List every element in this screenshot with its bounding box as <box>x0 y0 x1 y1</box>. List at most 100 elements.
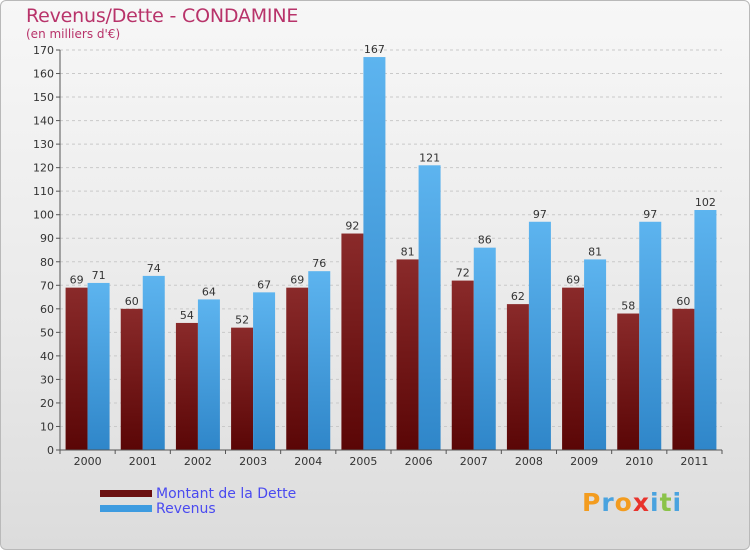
bar-revenus <box>197 299 220 450</box>
legend-label-dette: Montant de la Dette <box>156 485 297 502</box>
y-tick-label: 10 <box>40 420 54 433</box>
y-tick-label: 120 <box>33 162 54 175</box>
bar-revenus <box>363 57 386 450</box>
x-tick-label: 2005 <box>349 455 377 468</box>
bar-revenus <box>528 221 551 450</box>
data-label-revenus: 86 <box>478 234 492 247</box>
legend-item-dette: Montant de la Dette <box>100 485 297 502</box>
data-label-dette: 52 <box>235 314 249 327</box>
logo-letter: x <box>632 488 650 517</box>
bar-dette <box>562 287 585 450</box>
y-tick-label: 100 <box>33 209 54 222</box>
bar-dette <box>672 308 695 450</box>
x-tick-label: 2001 <box>129 455 157 468</box>
data-label-revenus: 67 <box>257 278 271 291</box>
bar-revenus <box>87 282 110 450</box>
data-label-dette: 69 <box>566 274 580 287</box>
x-tick-label: 2006 <box>405 455 433 468</box>
bar-revenus <box>473 247 496 450</box>
data-label-dette: 58 <box>621 300 635 313</box>
y-tick-label: 40 <box>40 350 54 363</box>
bar-dette <box>231 327 254 450</box>
bar-revenus <box>639 221 662 450</box>
bar-revenus <box>694 210 717 450</box>
bar-dette <box>506 304 529 450</box>
logo-letter: o <box>614 488 633 517</box>
bar-dette <box>451 280 474 450</box>
logo-letter: r <box>601 488 615 517</box>
x-tick-label: 2011 <box>680 455 708 468</box>
y-tick-label: 170 <box>33 44 54 57</box>
data-label-revenus: 71 <box>92 269 106 282</box>
x-tick-label: 2008 <box>515 455 543 468</box>
bar-revenus <box>308 271 331 450</box>
y-tick-label: 30 <box>40 373 54 386</box>
y-tick-label: 150 <box>33 91 54 104</box>
y-tick-label: 60 <box>40 303 54 316</box>
x-tick-label: 2004 <box>294 455 322 468</box>
data-label-dette: 72 <box>456 267 470 280</box>
data-label-revenus: 97 <box>643 208 657 221</box>
proxiti-logo: Proxiti <box>582 488 682 517</box>
data-label-revenus: 81 <box>588 245 602 258</box>
data-label-revenus: 97 <box>533 208 547 221</box>
axis-layer: 0 10 20 30 40 50 60 70 80 90 100 110 120 130 140 150 160… <box>33 44 723 468</box>
data-label-revenus: 76 <box>312 257 326 270</box>
data-label-revenus: 167 <box>364 43 385 56</box>
logo-letter: t <box>659 488 673 517</box>
legend: Montant de la Dette Revenus <box>100 485 297 517</box>
bar-dette <box>175 322 198 450</box>
x-tick-label: 2002 <box>184 455 212 468</box>
bar-dette <box>286 287 309 450</box>
legend-label-revenus: Revenus <box>156 500 216 517</box>
data-label-dette: 81 <box>401 245 415 258</box>
bar-revenus <box>142 275 165 450</box>
chart-title: Revenus/Dette - CONDAMINE <box>26 5 299 27</box>
data-label-dette: 60 <box>125 295 139 308</box>
bar-dette <box>120 308 143 450</box>
logo-letter: i <box>672 488 683 517</box>
data-label-dette: 69 <box>70 274 84 287</box>
chart-subtitle: (en milliers d'€) <box>26 27 121 41</box>
legend-item-revenus: Revenus <box>100 500 296 517</box>
bar-dette <box>65 287 88 450</box>
bar-layer <box>65 57 717 450</box>
data-label-dette: 69 <box>290 274 304 287</box>
bar-revenus <box>418 165 441 450</box>
y-tick-label: 140 <box>33 115 54 128</box>
y-tick-label: 20 <box>40 397 54 410</box>
bar-dette <box>617 313 640 450</box>
y-tick-label: 80 <box>40 256 54 269</box>
data-label-dette: 60 <box>676 295 690 308</box>
data-label-dette: 54 <box>180 309 194 322</box>
y-tick-label: 70 <box>40 279 54 292</box>
x-tick-label: 2000 <box>74 455 102 468</box>
data-label-revenus: 121 <box>419 151 440 164</box>
x-tick-label: 2003 <box>239 455 267 468</box>
y-tick-label: 160 <box>33 68 54 81</box>
y-tick-label: 110 <box>33 185 54 198</box>
data-label-dette: 92 <box>345 220 359 233</box>
legend-swatch-revenus <box>100 505 152 512</box>
bar-dette <box>341 233 364 450</box>
label-layer: 69 71 60 74 54 64 52 67 69 76 92 167 81 121 72 86 62 97 69… <box>70 43 716 327</box>
x-tick-label: 2007 <box>460 455 488 468</box>
data-label-dette: 62 <box>511 290 525 303</box>
x-tick-label: 2010 <box>625 455 653 468</box>
y-tick-label: 0 <box>47 444 54 457</box>
data-label-revenus: 102 <box>695 196 716 209</box>
legend-swatch-dette <box>100 490 152 497</box>
data-label-revenus: 64 <box>202 285 216 298</box>
y-tick-label: 90 <box>40 232 54 245</box>
bar-dette <box>396 259 419 450</box>
y-tick-label: 50 <box>40 326 54 339</box>
data-label-revenus: 74 <box>147 262 161 275</box>
bar-revenus <box>584 259 607 450</box>
grid-layer <box>60 49 722 451</box>
bar-revenus <box>253 292 276 450</box>
x-tick-label: 2009 <box>570 455 598 468</box>
y-tick-label: 130 <box>33 138 54 151</box>
logo-letter: P <box>582 488 602 517</box>
logo-letter: i <box>650 488 660 517</box>
